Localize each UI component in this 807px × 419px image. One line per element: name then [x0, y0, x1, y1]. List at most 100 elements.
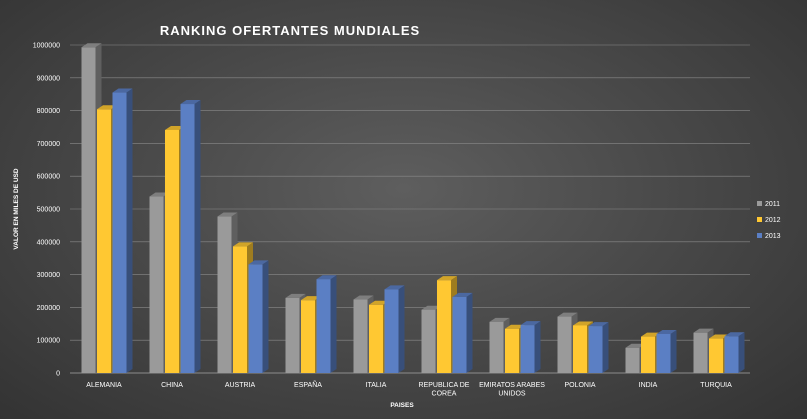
y-tick-label: 900000 — [37, 75, 60, 82]
bar-front — [384, 289, 399, 373]
bars — [81, 43, 745, 374]
y-tick-label: 500000 — [37, 207, 60, 214]
bar-top — [520, 321, 541, 326]
bar-front — [588, 326, 603, 373]
x-tick-label: INDIA — [639, 382, 658, 389]
bar-front — [505, 328, 519, 373]
bar-2013 — [656, 329, 677, 373]
bar-side — [126, 88, 133, 373]
bar-2013 — [316, 275, 337, 373]
bar-front — [81, 47, 96, 374]
x-tick-label: EMIRATOS ARABES UNIDOS — [479, 382, 545, 398]
y-tick-label: 600000 — [37, 174, 60, 181]
bar-front — [724, 336, 739, 373]
bar-top — [709, 334, 729, 339]
x-tick-label: AUSTRIA — [225, 382, 256, 389]
bar-top — [353, 295, 374, 300]
bar-top — [489, 317, 510, 322]
bar-top — [588, 322, 609, 327]
bar-front — [316, 279, 331, 373]
bar-top — [149, 192, 170, 197]
bar-top — [693, 328, 714, 333]
bar-top — [97, 105, 117, 110]
bar-top — [112, 88, 133, 93]
bar-top — [81, 43, 102, 48]
bar-front — [97, 109, 111, 374]
x-tick-label: CHINA — [161, 382, 183, 389]
bar-2013 — [452, 292, 473, 373]
bar-2013 — [724, 332, 745, 373]
bar-2013 — [248, 260, 269, 373]
bar-front — [709, 338, 723, 373]
bar-top — [301, 296, 321, 301]
bar-top — [384, 285, 405, 290]
legend-label: 2012 — [765, 217, 781, 224]
chart-title: RANKING OFERTANTES MUNDIALES — [160, 23, 420, 38]
bar-top — [505, 324, 525, 329]
y-tick-label: 200000 — [37, 305, 60, 312]
x-tick-label: ESPAÑA — [294, 380, 322, 389]
bar-front — [180, 104, 195, 373]
bar-side — [330, 275, 337, 373]
bar-top — [180, 100, 201, 105]
x-tick-label: TURQUIA — [700, 382, 732, 389]
bar-top — [285, 293, 306, 298]
bar-side — [534, 321, 541, 373]
legend-label: 2011 — [765, 201, 780, 208]
x-tick-label: POLONIA — [564, 382, 595, 389]
bar-front — [625, 347, 640, 373]
bar-front — [573, 325, 587, 373]
bar-side — [194, 100, 201, 373]
x-axis-label: PAISES — [390, 402, 414, 409]
bar-front — [437, 280, 451, 373]
bar-front — [165, 129, 179, 373]
bar-top — [724, 332, 745, 337]
legend-label: 2013 — [765, 233, 781, 240]
bar-side — [398, 285, 405, 373]
legend: 2011 2012 2013 — [757, 201, 781, 240]
bar-front — [693, 332, 708, 373]
y-tick-label: 100000 — [37, 338, 60, 345]
bar-top — [557, 312, 578, 317]
bar-front — [489, 321, 504, 373]
bar-top — [656, 329, 677, 334]
bar-top — [369, 300, 389, 305]
bar-side — [738, 332, 745, 373]
bar-side — [602, 322, 609, 373]
bar-front — [217, 216, 232, 373]
x-tick-label: ITALIA — [366, 382, 387, 389]
bar-front — [656, 333, 671, 373]
bar-2013 — [112, 88, 133, 373]
bar-top — [217, 212, 238, 217]
y-tick-label: 300000 — [37, 272, 60, 279]
y-tick-label: 1000000 — [33, 43, 60, 50]
bar-top — [248, 260, 269, 265]
legend-swatch — [757, 233, 762, 238]
bar-2013 — [384, 285, 405, 373]
bar-front — [557, 316, 572, 373]
bar-front — [112, 92, 127, 373]
bar-side — [262, 260, 269, 373]
y-tick-label: 0 — [56, 371, 60, 378]
legend-swatch — [757, 201, 762, 206]
legend-swatch — [757, 217, 762, 222]
bar-side — [670, 329, 677, 373]
bar-front — [149, 196, 164, 373]
bar-top — [437, 276, 457, 281]
bar-top — [165, 125, 185, 130]
bar-front — [285, 297, 300, 373]
bar-side — [466, 292, 473, 373]
bar-front — [301, 300, 315, 373]
bar-top — [316, 275, 337, 280]
x-tick-label: ALEMANIA — [86, 382, 122, 389]
y-tick-label: 800000 — [37, 108, 60, 115]
bar-2013 — [180, 100, 201, 373]
x-tick-label: REPUBLICA DE COREA — [419, 382, 470, 398]
bar-2013 — [588, 322, 609, 373]
bar-front — [233, 246, 247, 373]
bar-2013 — [520, 321, 541, 373]
bar-top — [233, 242, 253, 247]
bar-front — [369, 304, 383, 373]
